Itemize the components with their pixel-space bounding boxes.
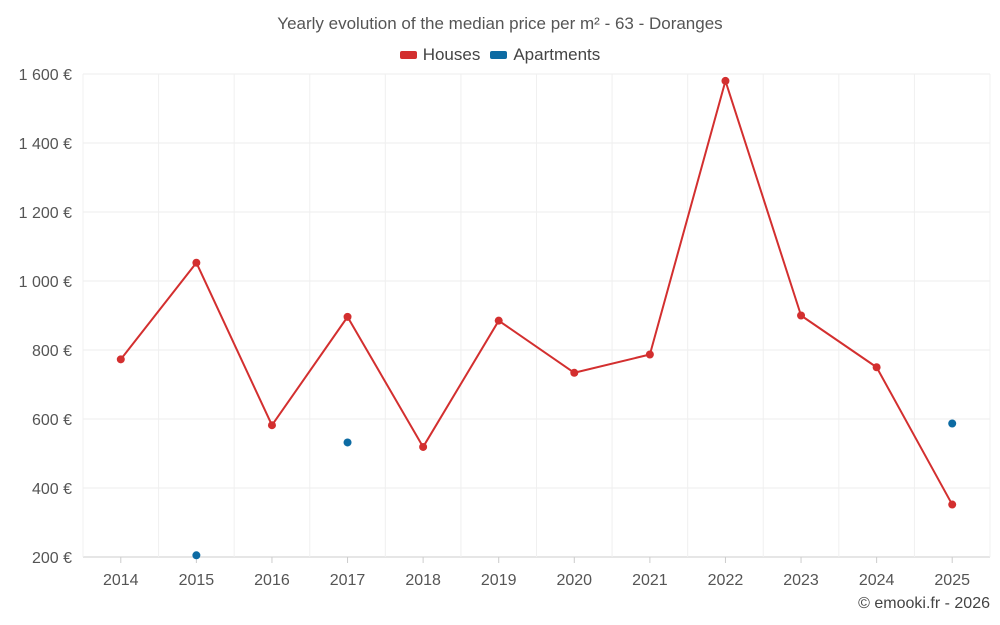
- x-tick-label: 2024: [859, 572, 895, 589]
- x-tick-label: 2017: [330, 572, 366, 589]
- y-tick-label: 200 €: [32, 550, 72, 567]
- data-point-houses-2022[interactable]: [721, 76, 730, 85]
- series-line-houses: [120, 79, 954, 506]
- legend: Houses Apartments: [0, 45, 1000, 65]
- x-tick-label: 2022: [708, 572, 744, 589]
- legend-label-apartments: Apartments: [513, 45, 601, 64]
- y-tick-label: 400 €: [32, 481, 72, 498]
- y-tick-label: 1 200 €: [19, 205, 72, 222]
- legend-swatch-apartments: [490, 51, 508, 59]
- legend-swatch-houses: [399, 51, 417, 59]
- x-tick-label: 2018: [405, 572, 441, 589]
- data-point-houses-2020[interactable]: [570, 368, 579, 377]
- grid-lines: [82, 73, 991, 558]
- x-tick-label: 2019: [481, 572, 517, 589]
- legend-item-apartments[interactable]: Apartments: [490, 45, 600, 65]
- chart-title: Yearly evolution of the median price per…: [277, 14, 723, 33]
- x-tick-label: 2014: [103, 572, 139, 589]
- legend-item-houses[interactable]: Houses: [399, 45, 481, 65]
- data-point-houses-2018[interactable]: [419, 442, 428, 451]
- data-point-houses-2014[interactable]: [116, 355, 125, 364]
- y-tick-label: 1 000 €: [19, 274, 72, 291]
- data-point-houses-2017[interactable]: [343, 312, 352, 321]
- data-point-houses-2021[interactable]: [645, 350, 654, 359]
- series-layer: [116, 76, 957, 560]
- y-tick-label: 600 €: [32, 412, 72, 429]
- x-tick-label: 2023: [783, 572, 819, 589]
- credit-text: © emooki.fr - 2026: [858, 595, 990, 612]
- x-tick-label: 2015: [179, 572, 215, 589]
- y-tick-label: 1 400 €: [19, 136, 72, 153]
- data-point-houses-2025[interactable]: [948, 500, 957, 509]
- data-point-houses-2016[interactable]: [267, 421, 276, 430]
- x-tick-label: 2021: [632, 572, 668, 589]
- data-point-houses-2019[interactable]: [494, 316, 503, 325]
- y-tick-label: 1 600 €: [19, 67, 72, 84]
- x-tick-label: 2016: [254, 572, 290, 589]
- data-point-houses-2024[interactable]: [872, 363, 881, 372]
- data-point-houses-2015[interactable]: [192, 258, 201, 267]
- x-tick-label: 2025: [934, 572, 970, 589]
- axes: 200 € 400 € 600 € 800 € 1 000 € 1 200 € 1 400 …: [19, 67, 970, 589]
- x-tick-label: 2020: [556, 572, 592, 589]
- data-point-apartments-2017[interactable]: [343, 438, 352, 447]
- y-tick-label: 800 €: [32, 343, 72, 360]
- data-point-houses-2023[interactable]: [797, 311, 806, 320]
- data-point-apartments-2025[interactable]: [948, 419, 957, 428]
- data-point-apartments-2015[interactable]: [192, 551, 201, 560]
- legend-label-houses: Houses: [422, 45, 481, 64]
